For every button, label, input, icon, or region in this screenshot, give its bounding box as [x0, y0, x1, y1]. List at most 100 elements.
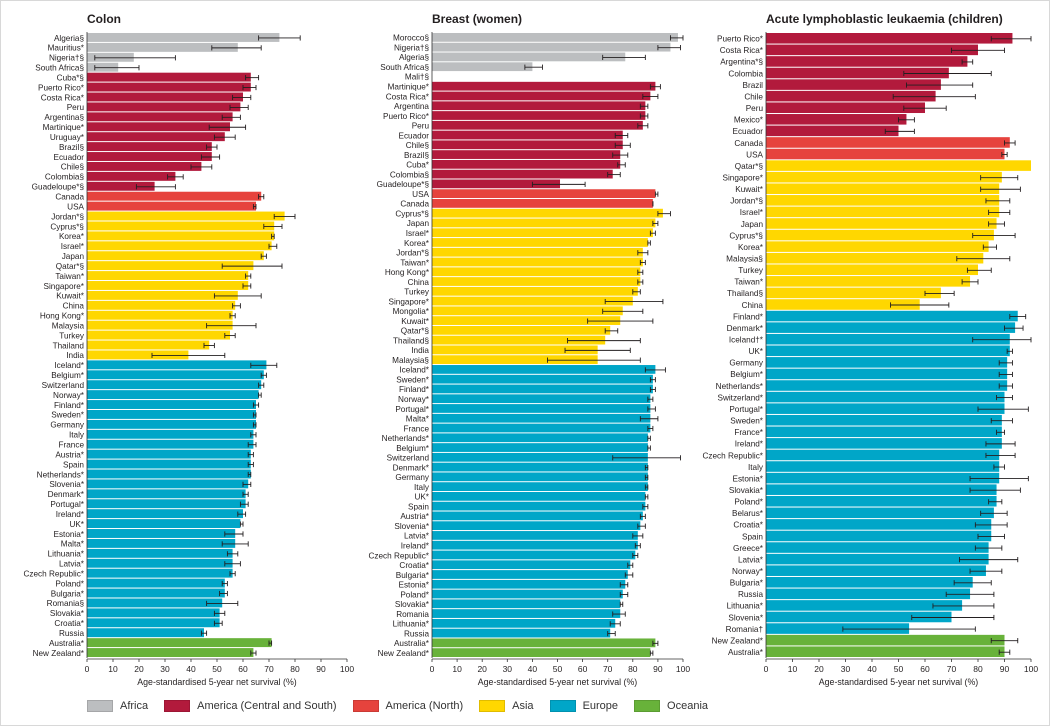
panel-1-tick-label: 30	[160, 664, 170, 674]
panel-1-category-label: Slovenia*	[49, 480, 84, 489]
panel-1-bar	[87, 618, 220, 628]
panel-2-category-label: Thailand§	[393, 336, 429, 345]
panel-1-bar	[87, 261, 254, 271]
panel-3-bar	[766, 241, 989, 252]
panel-2-bar	[432, 355, 598, 365]
panel-2-category-label: Kuwait*	[401, 317, 430, 326]
panel-1-bar	[87, 499, 246, 509]
panel-1-category-label: Cyprus*§	[50, 222, 84, 231]
panel-2-bar	[432, 81, 656, 91]
legend-label: Oceania	[667, 700, 709, 712]
panel-1-bar	[87, 181, 155, 191]
panel-3-bar	[766, 426, 1002, 438]
panel-2-tick-label: 70	[603, 664, 613, 674]
panel-1-bar	[87, 459, 251, 469]
panel-2-bar	[432, 462, 648, 472]
panel-3-tick-label: 10	[788, 664, 798, 674]
panel-2-bar	[432, 521, 641, 531]
panel-3-category-label: Latvia*	[738, 555, 764, 564]
panel-1-category-label: Estonia*	[54, 530, 85, 539]
panel-2-category-label: Denmark*	[393, 463, 430, 472]
panel-2-bar	[432, 238, 648, 247]
panel-3-category-label: Poland*	[734, 498, 763, 507]
panel-3-category-label: France*	[734, 428, 763, 437]
panel-1-bar	[87, 241, 272, 251]
panel-3-category-label: Estonia*	[733, 474, 764, 483]
panel-3-category-label: Belarus*	[732, 509, 764, 518]
panel-3-bar	[766, 79, 941, 90]
panel-2-bar	[432, 374, 653, 384]
panel-1-category-label: Cuba*§	[57, 73, 85, 82]
panel-1-category-label: UK*	[69, 520, 84, 529]
panel-1-bar	[87, 201, 256, 211]
panel-2-category-label: Austria*	[400, 512, 429, 521]
panel-1-category-label: Korea*	[59, 232, 85, 241]
panel-2-category-label: Nigeria†§	[394, 43, 429, 52]
panel-2-bar	[432, 277, 641, 286]
panel-3-category-label: Norway*	[732, 567, 764, 576]
panel-2-category-label: Brazil§	[404, 151, 429, 160]
panel-2-bar	[432, 306, 623, 316]
panel-1-category-label: Latvia*	[59, 560, 85, 569]
panel-1-bar	[87, 340, 210, 350]
panel-2-tick-label: 80	[628, 664, 638, 674]
panel-2-category-label: Algeria§	[399, 53, 429, 62]
panel-3-category-label: Romania†	[726, 625, 763, 634]
panel-2-category-label: Hong Kong*	[385, 268, 430, 277]
legend-item: America (Central and South)	[164, 700, 337, 712]
panel-3-category-label: Slovakia*	[729, 486, 764, 495]
legend-item: America (North)	[352, 700, 463, 712]
panel-2-bar	[432, 52, 626, 62]
panel-3-bar	[766, 461, 1000, 472]
panel-3-bar	[766, 195, 1000, 206]
panel-3-bar	[766, 44, 978, 56]
panel-3-category-label: Mexico*	[734, 116, 764, 125]
panel-1-category-label: Sweden*	[51, 411, 85, 420]
panel-1-bar	[87, 112, 233, 122]
panel-3-bar	[766, 252, 984, 264]
panel-3-category-label: Chile	[744, 92, 763, 101]
panel-2-bar	[432, 159, 621, 169]
panel-2-bar	[432, 384, 653, 394]
panel-2-category-label: Sweden*	[396, 375, 430, 384]
panel-1-bar	[87, 271, 249, 281]
panel-1-bar	[87, 409, 256, 419]
panel-3-bar	[766, 345, 1010, 357]
panel-1-bar	[87, 161, 202, 171]
panel-2-bar	[432, 218, 656, 228]
panel-2-bar	[432, 413, 651, 423]
panel-3-tick-label: 70	[947, 664, 957, 674]
panel-3-bar	[766, 634, 1005, 646]
panel-3-bar	[766, 530, 992, 542]
panel-2-bar	[432, 550, 636, 560]
panel-1-category-label: Australia*	[49, 639, 85, 648]
panel-3-category-label: UK*	[748, 347, 763, 356]
panel-3-bar	[766, 542, 989, 553]
panel-1-bar	[87, 429, 254, 439]
panel-2-bar	[432, 531, 638, 540]
panel-3-bar	[766, 148, 1005, 160]
panel-3-category-label: Brazil	[743, 81, 764, 90]
panel-3-bar	[766, 90, 936, 102]
panel-2-category-label: India	[411, 346, 429, 355]
panel-2-bar	[432, 169, 613, 179]
panel-1-category-label: Nigeria†§	[49, 54, 84, 63]
panel-2-bar	[432, 257, 643, 267]
panel-2-category-label: Qatar*§	[401, 327, 430, 336]
panel-1-bar	[87, 33, 280, 42]
panel-2-category-label: Mali†§	[405, 73, 430, 82]
panel-1-bar	[87, 191, 262, 201]
panel-3-category-label: Argentina*§	[720, 58, 763, 67]
panel-3-bar	[766, 588, 971, 600]
panel-3-category-label: Greece*	[733, 544, 764, 553]
panel-3-category-label: Switzerland*	[717, 393, 763, 402]
panel-1-category-label: Peru	[67, 103, 85, 112]
panel-3-tick-label: 30	[841, 664, 851, 674]
panel-2-tick-label: 50	[553, 664, 563, 674]
panel-3-bar	[766, 495, 997, 507]
panel-1-bar	[87, 152, 212, 161]
panel-3-bar	[766, 565, 986, 576]
panel-3-category-label: Spain	[742, 532, 763, 541]
panel-1-bar	[87, 479, 249, 489]
panel-3-bar	[766, 114, 907, 125]
